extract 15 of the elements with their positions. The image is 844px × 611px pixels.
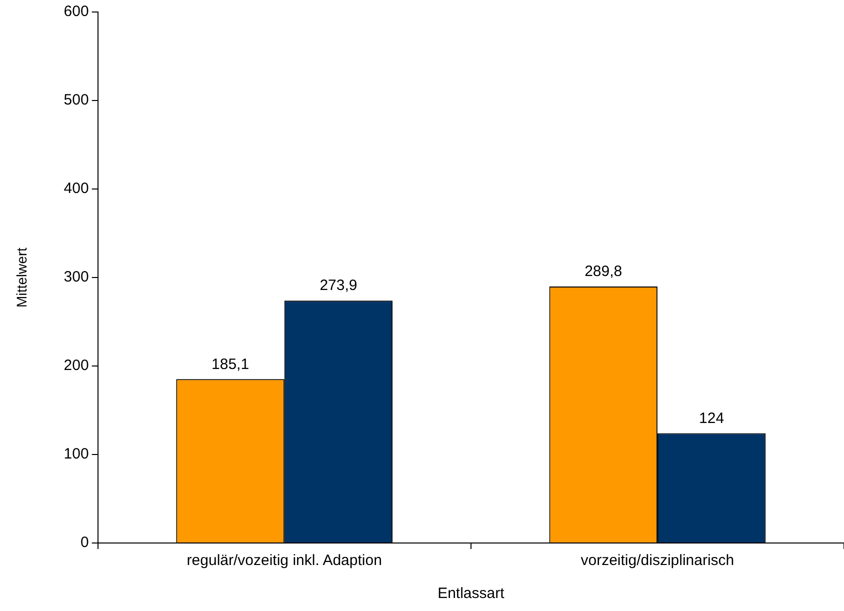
y-tick-label: 600 <box>64 3 89 20</box>
data-label: 124 <box>699 410 724 427</box>
y-tick-label: 500 <box>64 92 89 109</box>
y-tick-label: 100 <box>64 446 89 463</box>
x-tick-label: vorzeitig/disziplinarisch <box>580 552 734 570</box>
y-tick-label: 400 <box>64 180 89 198</box>
x-axis-title: Entlassart <box>438 585 506 602</box>
y-tick-label: 200 <box>64 357 89 374</box>
y-axis-title: Mittelwert <box>13 247 30 308</box>
y-tick-label: 0 <box>80 534 89 552</box>
data-label: 273,9 <box>320 277 358 294</box>
y-tick-label: 300 <box>64 268 89 286</box>
data-label: 185,1 <box>212 356 250 373</box>
x-tick-label: regulär/vozeitig inkl. Adaption <box>186 552 382 570</box>
data-label: 289,8 <box>584 263 622 280</box>
